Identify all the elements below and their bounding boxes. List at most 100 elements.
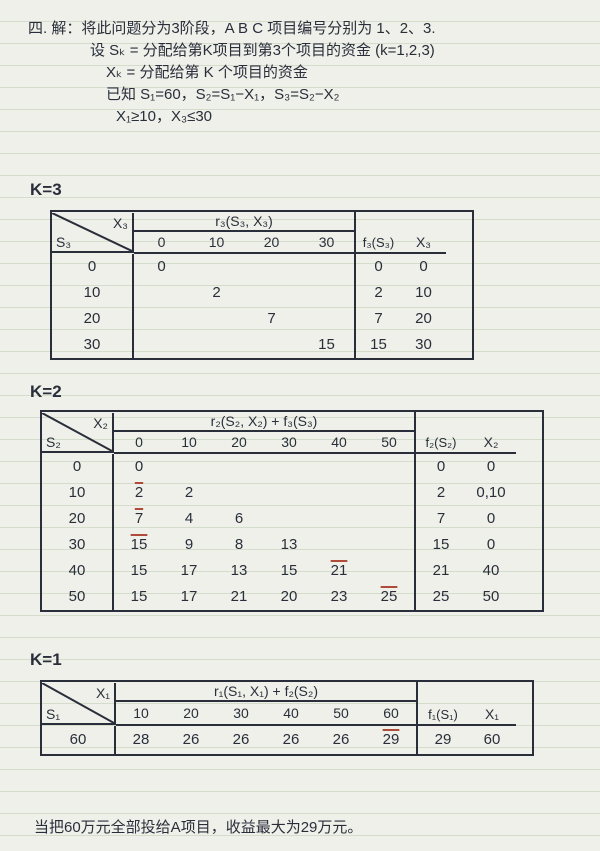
data-cell	[314, 454, 364, 480]
xstar-header: X₂	[466, 412, 516, 454]
xstar-cell: 0	[466, 506, 516, 532]
col-header: 60	[366, 702, 416, 724]
group-label: r₃(S₃, X₃)	[134, 212, 354, 232]
data-cell	[299, 280, 354, 306]
data-cell	[189, 306, 244, 332]
sub-header: 01020304050	[114, 432, 414, 454]
xstar-cell: 0	[466, 454, 516, 480]
k3-label: K=3	[30, 180, 62, 200]
s-cell: 20	[42, 506, 114, 532]
k3-table: X₃ S₃r₃(S₃, X₃)0102030f₃(S₃)X₃0000102210…	[50, 210, 474, 360]
col-header: 10	[189, 232, 244, 252]
col-header: 10	[116, 702, 166, 724]
data-cell: 28	[116, 726, 166, 754]
data-cell: 13	[214, 558, 264, 584]
data-cell	[244, 332, 299, 358]
data-cell	[264, 454, 314, 480]
data-cell	[299, 306, 354, 332]
s-cell: 20	[52, 306, 134, 332]
data-cell	[364, 558, 414, 584]
sub-header: 102030405060	[116, 702, 416, 726]
f-header: f₂(S₂)	[416, 412, 466, 454]
s-cell: 40	[42, 558, 114, 584]
data-cell: 2	[164, 480, 214, 506]
problem-setup: 四. 解：将此问题分为3阶段，A B C 项目编号分别为 1、2、3. 设 Sₖ…	[28, 18, 578, 128]
f-cell: 0	[416, 454, 466, 480]
diag-cell: X₃ S₃	[52, 213, 134, 253]
table-header: X₁ S₁r₁(S₁, X₁) + f₂(S₂)102030405060f₁(S…	[42, 682, 532, 726]
xstar-cell: 10	[401, 280, 446, 306]
data-cell	[364, 454, 414, 480]
prose-line-5: X₁≥10，X₃≤30	[28, 106, 578, 128]
table-row: 30151530	[52, 332, 472, 358]
col-header: 0	[114, 432, 164, 452]
col-header: 50	[364, 432, 414, 452]
data-cell: 0	[134, 254, 189, 280]
f-cell: 2	[356, 280, 401, 306]
data-cell	[189, 254, 244, 280]
diag-cell: X₁ S₁	[42, 683, 116, 725]
data-cell	[134, 280, 189, 306]
data-cell	[264, 480, 314, 506]
data-cell: 4	[164, 506, 214, 532]
diag-top-label: X₁	[96, 685, 110, 701]
data-cell: 21	[314, 558, 364, 584]
data-cell: 21	[214, 584, 264, 610]
data-cell	[244, 254, 299, 280]
col-header: 30	[264, 432, 314, 452]
data-cell	[189, 332, 244, 358]
col-header: 30	[216, 702, 266, 724]
xstar-cell: 0,10	[466, 480, 516, 506]
group-label: r₁(S₁, X₁) + f₂(S₂)	[116, 682, 416, 702]
xstar-cell: 40	[466, 558, 516, 584]
data-cell: 7	[114, 506, 164, 532]
s-cell: 30	[42, 532, 114, 558]
f-cell: 25	[416, 584, 466, 610]
data-cell: 25	[364, 584, 414, 610]
s-cell: 0	[52, 254, 134, 280]
data-cell: 15	[299, 332, 354, 358]
f-cell: 29	[418, 726, 468, 754]
s-cell: 0	[42, 454, 114, 480]
group-label: r₂(S₂, X₂) + f₃(S₃)	[114, 412, 414, 432]
k2-label: K=2	[30, 382, 62, 402]
data-cell	[214, 454, 264, 480]
f-cell: 7	[356, 306, 401, 332]
col-header: 0	[134, 232, 189, 252]
data-cell	[314, 480, 364, 506]
data-cell: 15	[264, 558, 314, 584]
data-cell: 2	[189, 280, 244, 306]
data-cell: 7	[244, 306, 299, 332]
data-cell: 20	[264, 584, 314, 610]
s-cell: 10	[52, 280, 134, 306]
data-cell: 17	[164, 558, 214, 584]
xstar-cell: 60	[468, 726, 516, 754]
data-cell: 26	[216, 726, 266, 754]
data-cell: 2	[114, 480, 164, 506]
diag-left-label: S₃	[56, 234, 71, 250]
data-cell: 15	[114, 532, 164, 558]
conclusion: 当把60万元全部投给A项目，收益最大为29万元。	[34, 816, 362, 837]
f-cell: 15	[416, 532, 466, 558]
s-cell: 10	[42, 480, 114, 506]
data-cell: 17	[164, 584, 214, 610]
data-cell	[364, 532, 414, 558]
xstar-cell: 0	[466, 532, 516, 558]
prose-line-1: 四. 解：将此问题分为3阶段，A B C 项目编号分别为 1、2、3.	[28, 18, 578, 40]
f-cell: 15	[356, 332, 401, 358]
data-cell	[314, 532, 364, 558]
data-cell	[164, 454, 214, 480]
data-cell	[364, 506, 414, 532]
col-header: 20	[166, 702, 216, 724]
data-cell: 29	[366, 726, 416, 754]
k1-table: X₁ S₁r₁(S₁, X₁) + f₂(S₂)102030405060f₁(S…	[40, 680, 534, 756]
col-header: 30	[299, 232, 354, 252]
xstar-header: X₃	[401, 212, 446, 254]
k2-table: X₂ S₂r₂(S₂, X₂) + f₃(S₃)01020304050f₂(S₂…	[40, 410, 544, 612]
data-cell: 23	[314, 584, 364, 610]
table-row: 207720	[52, 306, 472, 332]
data-cell	[264, 506, 314, 532]
data-cell: 9	[164, 532, 214, 558]
xstar-header: X₁	[468, 682, 516, 726]
data-cell	[134, 332, 189, 358]
